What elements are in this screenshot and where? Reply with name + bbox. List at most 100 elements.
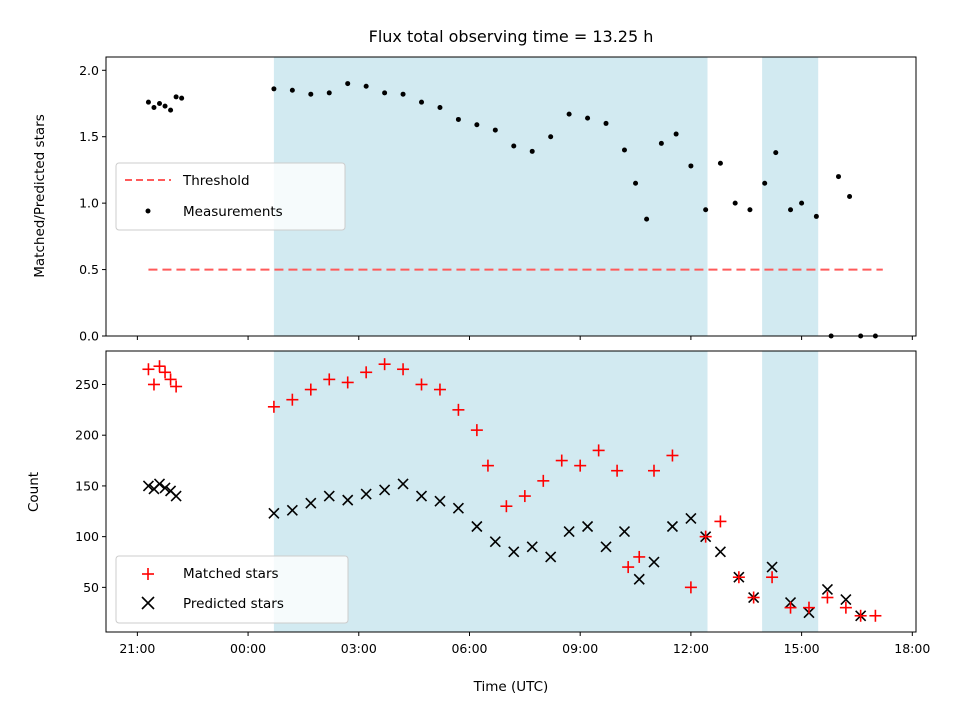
measurement-point (673, 131, 679, 137)
y-tick-label: 150 (75, 478, 99, 493)
measurement-point (511, 143, 517, 149)
measurement-point (548, 134, 554, 140)
matched-star-point (500, 500, 513, 513)
legend-matched-label: Matched stars (183, 566, 279, 582)
observing-interval-shade (273, 57, 708, 336)
predicted-star-point (840, 593, 852, 606)
predicted-star-point (714, 546, 726, 558)
measurement-point (157, 101, 163, 106)
measurement-point (799, 200, 805, 206)
measurement-point (173, 94, 179, 100)
matched-star-point (537, 474, 550, 487)
predicted-star-point (508, 546, 520, 558)
legend-matched-marker (142, 568, 154, 580)
measurement-point (585, 115, 591, 121)
x-axis-label: Time (UTC) (473, 679, 549, 695)
top-legend: Threshold Measurements (115, 162, 346, 231)
predicted-star-point (471, 520, 483, 533)
y-tick-label: 0.0 (79, 329, 99, 344)
matched-star-point (555, 454, 568, 467)
y-tick-label: 1.5 (79, 129, 99, 144)
matched-star-point (869, 609, 882, 622)
predicted-star-point (618, 526, 631, 538)
chart-title: Flux total observing time = 13.25 h (369, 27, 654, 46)
measurement-point (836, 174, 842, 180)
matched-star-point (360, 366, 373, 379)
predicted-star-point (685, 512, 697, 524)
y-tick-label: 0.5 (79, 262, 99, 277)
bottom-panel: 50 100 150 200 250 21:00 00:00 03:00 06:00 09:00… (26, 350, 930, 695)
predicted-star-point (360, 488, 372, 500)
matched-star-point (647, 464, 660, 477)
measurement-point (271, 86, 277, 92)
measurement-point (703, 207, 709, 213)
legend-measurements-label: Measurements (183, 204, 283, 220)
matched-star-point (323, 373, 336, 386)
measurement-point (455, 116, 461, 122)
x-tick-label: 00:00 (230, 641, 266, 656)
x-tick-label: 12:00 (673, 641, 709, 656)
measurement-point (400, 91, 406, 97)
measurement-point (621, 147, 627, 153)
measurement-point (813, 213, 819, 219)
observing-interval-shade (762, 57, 819, 336)
predicted-star-point (323, 490, 335, 502)
matched-star-point (622, 561, 635, 574)
measurement-point (762, 180, 768, 186)
matched-star-point (397, 363, 410, 376)
predicted-star-point (286, 504, 298, 516)
measurement-point (179, 95, 185, 101)
measurement-point (326, 90, 332, 96)
x-tick-label: 03:00 (341, 641, 377, 656)
measurement-point (151, 104, 157, 110)
measurement-point (788, 207, 794, 213)
legend-predicted-label: Predicted stars (183, 596, 284, 612)
matched-star-point (699, 530, 712, 543)
matched-star-point (170, 380, 183, 393)
predicted-star-point (666, 520, 679, 533)
measurement-point (566, 111, 572, 117)
predicted-star-point (434, 495, 446, 507)
predicted-star-point (489, 536, 501, 548)
x-tick-label: 06:00 (451, 641, 487, 656)
matched-star-point (378, 358, 391, 371)
predicted-star-point (526, 541, 538, 553)
predicted-star-point (268, 507, 280, 519)
measurement-point (603, 120, 609, 126)
measurement-point (747, 207, 753, 213)
bottom-y-axis-label: Count (26, 472, 42, 512)
measurement-point (168, 107, 174, 113)
measurement-point (162, 103, 168, 109)
matched-star-point (433, 383, 446, 396)
predicted-star-point (153, 478, 166, 490)
matched-star-point (821, 591, 834, 604)
matched-star-point (784, 601, 797, 614)
matched-star-point (666, 449, 679, 462)
matched-star-point (452, 403, 465, 416)
measurement-point (474, 122, 480, 128)
legend-predicted-marker (141, 596, 155, 610)
matched-star-point (470, 424, 483, 437)
x-tick-label: 15:00 (784, 641, 820, 656)
predicted-star-point (379, 484, 391, 496)
measurement-point (437, 104, 443, 110)
bottom-axes-frame (105, 350, 917, 633)
x-tick-label: 18:00 (894, 641, 930, 656)
measurement-point (308, 91, 314, 97)
measurement-point (529, 148, 535, 154)
matched-star-point (341, 376, 354, 389)
matched-star-point (518, 490, 531, 503)
y-tick-label: 2.0 (79, 63, 99, 78)
predicted-star-point (159, 482, 171, 494)
x-tick-label: 09:00 (562, 641, 598, 656)
predicted-star-point (821, 583, 834, 595)
matched-star-point (159, 366, 172, 379)
predicted-star-point (545, 551, 557, 563)
predicted-star-point (563, 526, 575, 538)
top-y-axis-label: Matched/Predicted stars (32, 114, 48, 277)
measurement-point (732, 200, 738, 206)
observing-interval-shade (762, 351, 819, 632)
matched-star-point (714, 515, 727, 528)
y-tick-label: 100 (75, 529, 99, 544)
predicted-star-point (415, 490, 428, 502)
